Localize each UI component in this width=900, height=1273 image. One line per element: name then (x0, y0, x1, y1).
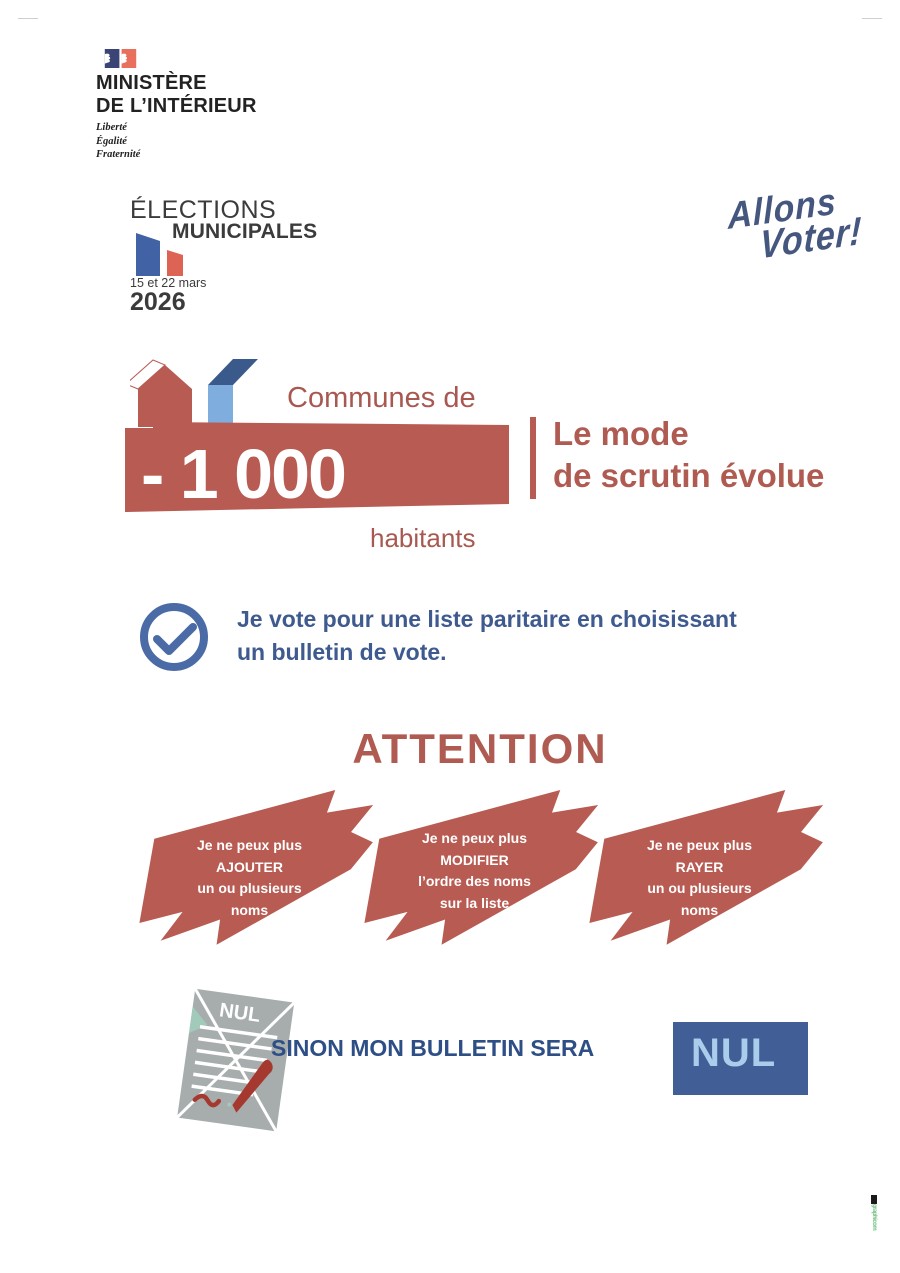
svg-text:- 1 000: - 1 000 (141, 435, 345, 513)
